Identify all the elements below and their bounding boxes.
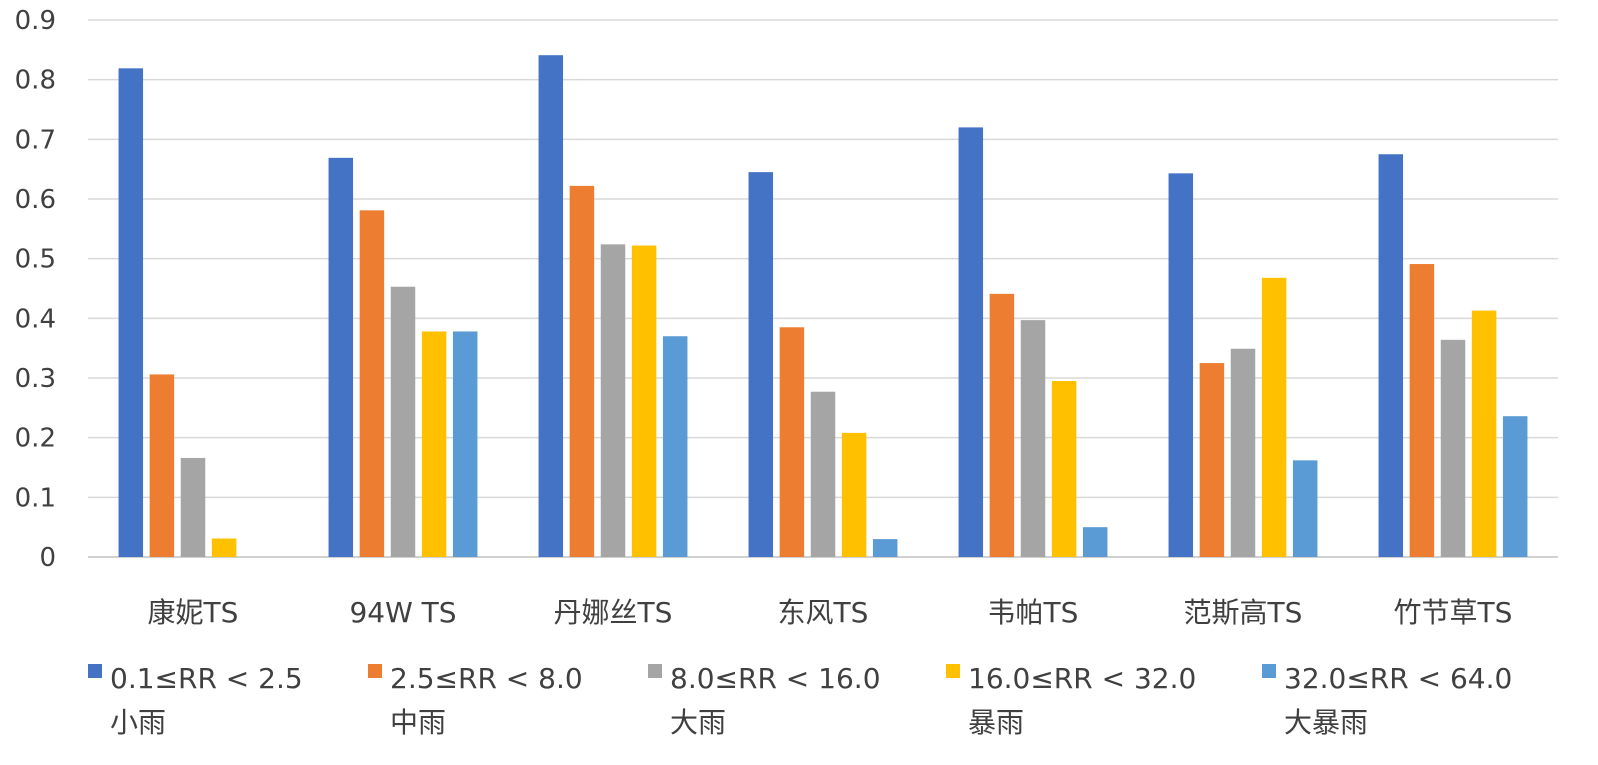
bar-7-series-3 <box>1440 339 1466 557</box>
bar-5-series-4 <box>1051 380 1077 557</box>
bar-6-series-2 <box>1199 363 1225 557</box>
legend-swatch <box>648 664 662 678</box>
bar-3-series-3 <box>600 244 626 557</box>
y-tick-label: 0.3 <box>15 364 56 394</box>
bar-7-series-2 <box>1409 264 1435 557</box>
bar-3-series-2 <box>569 185 595 557</box>
legend-label: 0.1≤RR < 2.5 <box>110 662 303 695</box>
x-category-label: 94W TS <box>349 596 456 629</box>
x-category-label: 东风TS <box>778 596 869 629</box>
y-tick-label: 0.1 <box>15 483 56 513</box>
legend-label: 2.5≤RR < 8.0 <box>390 662 583 695</box>
bar-6-series-4 <box>1261 277 1287 557</box>
bar-5-series-1 <box>958 127 984 558</box>
y-tick-label: 0.6 <box>15 185 56 215</box>
x-axis: 康妮TS 94W TS 丹娜丝TS 东风TS 韦帕TS 范斯高TS 竹节草TS <box>148 596 1513 629</box>
y-tick-label: 0.8 <box>15 66 56 96</box>
bar-6-series-5 <box>1292 460 1318 557</box>
bar-3-series-5 <box>662 336 688 557</box>
bar-4-series-1 <box>748 172 774 557</box>
legend-label: 32.0≤RR < 64.0 <box>1284 662 1512 695</box>
legend-swatch <box>946 664 960 678</box>
legend-sublabel: 中雨 <box>390 706 446 739</box>
bar-1-series-1 <box>118 68 144 557</box>
bar-3-series-4 <box>631 245 657 558</box>
legend-sublabel: 大暴雨 <box>1284 706 1368 739</box>
y-tick-label: 0.5 <box>15 245 56 275</box>
bar-4-series-5 <box>872 539 898 557</box>
bar-4-series-2 <box>779 327 805 557</box>
bar-2-series-4 <box>421 331 447 557</box>
legend-swatch <box>368 664 382 678</box>
bar-1-series-2 <box>149 374 175 557</box>
x-category-label: 韦帕TS <box>988 596 1079 629</box>
y-tick-label: 0.4 <box>15 304 56 334</box>
y-axis: 0 0.1 0.2 0.3 0.4 0.5 0.6 0.7 0.8 0.9 <box>15 6 56 573</box>
y-tick-label: 0.7 <box>15 125 56 155</box>
legend-swatch <box>88 664 102 678</box>
legend-sublabel: 暴雨 <box>968 706 1024 739</box>
bar-7-series-5 <box>1502 416 1528 557</box>
bar-7-series-4 <box>1471 310 1497 557</box>
legend-label: 16.0≤RR < 32.0 <box>968 662 1196 695</box>
bar-1-series-4 <box>211 538 237 557</box>
bar-2-series-1 <box>328 157 354 557</box>
bar-3-series-1 <box>538 55 564 557</box>
bar-5-series-3 <box>1020 320 1046 557</box>
y-tick-label: 0.9 <box>15 6 56 36</box>
bar-5-series-5 <box>1082 527 1108 557</box>
x-category-label: 范斯高TS <box>1184 596 1303 629</box>
y-tick-label: 0 <box>39 543 56 573</box>
x-category-label: 竹节草TS <box>1394 596 1513 629</box>
bar-4-series-4 <box>841 432 867 557</box>
bar-2-series-3 <box>390 286 416 557</box>
bar-4-series-3 <box>810 391 836 557</box>
legend-sublabel: 大雨 <box>670 706 726 739</box>
x-category-label: 丹娜丝TS <box>554 596 673 629</box>
legend-sublabel: 小雨 <box>110 706 166 739</box>
bar-2-series-2 <box>359 210 385 557</box>
y-tick-label: 0.2 <box>15 424 56 454</box>
bars <box>118 55 1528 558</box>
bar-2-series-5 <box>452 331 478 557</box>
bar-5-series-2 <box>989 293 1015 557</box>
legend-label: 8.0≤RR < 16.0 <box>670 662 881 695</box>
legend-swatch <box>1262 664 1276 678</box>
legend: 0.1≤RR < 2.5 小雨 2.5≤RR < 8.0 中雨 8.0≤RR < 16.… <box>88 662 1512 739</box>
x-category-label: 康妮TS <box>148 596 239 629</box>
bar-6-series-1 <box>1168 173 1194 557</box>
bar-7-series-1 <box>1378 154 1404 557</box>
bar-6-series-3 <box>1230 348 1256 557</box>
bar-1-series-3 <box>180 457 206 557</box>
